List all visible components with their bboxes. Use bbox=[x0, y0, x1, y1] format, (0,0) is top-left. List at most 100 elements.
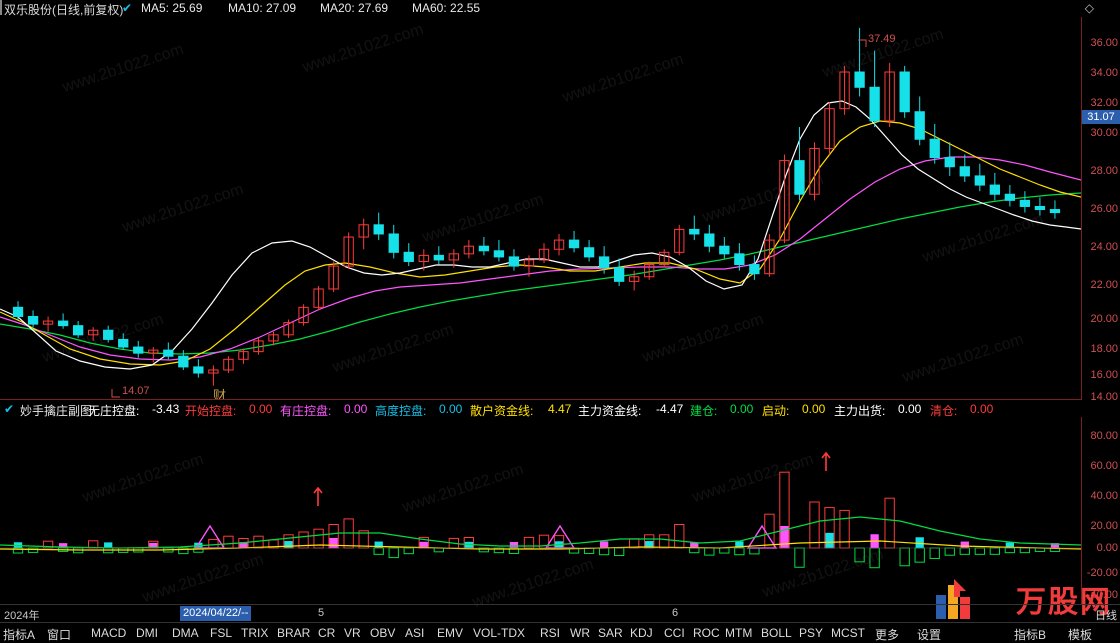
bottom-toolbar[interactable]: 指标A 窗口 MACD DMI DMA FSL TRIX BRAR CR VR … bbox=[0, 622, 1120, 643]
toolbar-item-more[interactable]: 更多 bbox=[875, 628, 900, 642]
logo-arrow-icon bbox=[936, 579, 970, 619]
low-price-annotation: 14.07 bbox=[122, 385, 150, 397]
ma5-value: MA5: 25.69 bbox=[141, 1, 203, 15]
indicator-item-value: 0.00 bbox=[249, 402, 273, 416]
indicator-item-label: 清仓: bbox=[930, 404, 958, 418]
toolbar-item-boll[interactable]: BOLL bbox=[761, 626, 792, 640]
price-tick: 28.00 bbox=[1090, 165, 1118, 177]
toolbar-item-cci[interactable]: CCI bbox=[664, 626, 685, 640]
indicator-item-label: 无庄控盘: bbox=[88, 404, 140, 418]
indicator-item-label: 主力出货: bbox=[834, 404, 886, 418]
ma5-line bbox=[0, 100, 1081, 370]
toolbar-item-template[interactable]: 模板 bbox=[1068, 628, 1093, 642]
toolbar-item-trix[interactable]: TRIX bbox=[241, 626, 269, 640]
toolbar-item-kdj[interactable]: KDJ bbox=[630, 626, 653, 640]
indicator-header-bar: ✔ 妙手擒庄副图 无庄控盘: -3.43 开始控盘: 0.00 有庄控盘: 0.… bbox=[0, 399, 1082, 418]
indicator-item-label: 主力资金线: bbox=[578, 404, 642, 418]
toolbar-item-obv[interactable]: OBV bbox=[370, 626, 396, 640]
month-tick: 5 bbox=[318, 607, 325, 619]
indicator-item-value: -3.43 bbox=[152, 402, 180, 416]
indicator-item-value: 0.00 bbox=[439, 402, 463, 416]
price-chart-pane[interactable]: 37.49 14.07 财 bbox=[0, 17, 1082, 399]
indicator-item-value: -4.47 bbox=[656, 402, 684, 416]
indicator-item-label: 有庄控盘: bbox=[280, 404, 332, 418]
toolbar-item-psy[interactable]: PSY bbox=[799, 626, 824, 640]
indicator-axis: 80.00 60.00 40.00 20.00 0.00 -20.00 -40.… bbox=[1082, 417, 1120, 604]
price-tick: 30.00 bbox=[1090, 127, 1118, 139]
indicator-item-label: 开始控盘: bbox=[185, 404, 237, 418]
indicator-tick: -40.00 bbox=[1086, 589, 1118, 601]
toolbar-item-vol-tdx[interactable]: VOL-TDX bbox=[473, 626, 526, 640]
month-tick: 6 bbox=[672, 607, 679, 619]
diamond-icon[interactable]: ◇ bbox=[1084, 1, 1094, 15]
indicator-item-value: 0.00 bbox=[344, 402, 368, 416]
toolbar-item-brar[interactable]: BRAR bbox=[277, 626, 311, 640]
toolbar-item-rsi[interactable]: RSI bbox=[540, 626, 561, 640]
high-price-annotation: 37.49 bbox=[868, 33, 896, 45]
date-axis-bar: 2024年 2024/04/22/-- 5 6 日线 bbox=[0, 604, 1120, 622]
indicator-chart-pane[interactable] bbox=[0, 417, 1082, 604]
toolbar-item-wr[interactable]: WR bbox=[570, 626, 590, 640]
chart-header-bar: 双乐股份(日线,前复权) ✔ MA5: 25.69 MA10: 27.09 MA… bbox=[0, 0, 1120, 17]
indicator-item-value: 0.00 bbox=[802, 402, 826, 416]
toolbar-item-emv[interactable]: EMV bbox=[437, 626, 464, 640]
indicator-tick: 80.00 bbox=[1090, 430, 1118, 442]
price-tick: 24.00 bbox=[1090, 241, 1118, 253]
toolbar-item-mtm[interactable]: MTM bbox=[725, 626, 753, 640]
ma60-line bbox=[0, 192, 1081, 355]
indicator-item-value: 0.00 bbox=[970, 402, 994, 416]
indicator-tick: 0.00 bbox=[1096, 542, 1118, 554]
price-tick: 20.00 bbox=[1090, 313, 1118, 325]
price-tick: 14.00 bbox=[1090, 391, 1118, 403]
price-tick: 18.00 bbox=[1090, 343, 1118, 355]
current-price-tag: 31.07 bbox=[1082, 110, 1120, 124]
indicator-name: 妙手擒庄副图 bbox=[20, 404, 93, 418]
toolbar-item-fsl[interactable]: FSL bbox=[210, 626, 233, 640]
indicator-chart-svg bbox=[0, 451, 1081, 569]
indicator-green-line bbox=[0, 516, 1081, 549]
indicator-item-label: 散户资金线: bbox=[470, 404, 534, 418]
indicator-item-value: 0.00 bbox=[898, 402, 922, 416]
indicator-bars bbox=[12, 451, 1061, 569]
price-axis: 36.00 34.00 32.00 30.00 28.00 26.00 24.0… bbox=[1082, 17, 1120, 403]
price-tick: 36.00 bbox=[1090, 37, 1118, 49]
price-tick: 26.00 bbox=[1090, 203, 1118, 215]
price-tick: 22.00 bbox=[1090, 279, 1118, 291]
price-tick: 32.00 bbox=[1090, 97, 1118, 109]
toolbar-item-settings[interactable]: 设置 bbox=[917, 628, 942, 642]
price-tick: 16.00 bbox=[1090, 369, 1118, 381]
selected-date-label[interactable]: 2024/04/22/-- bbox=[180, 606, 252, 621]
indicator-tick: 60.00 bbox=[1090, 460, 1118, 472]
cai-mark: 财 bbox=[213, 388, 227, 399]
toolbar-item-cr[interactable]: CR bbox=[318, 626, 336, 640]
indicator-item-label: 启动: bbox=[762, 404, 790, 418]
ma10-value: MA10: 27.09 bbox=[228, 1, 297, 15]
indicator-item-label: 建仓: bbox=[690, 404, 718, 418]
price-tick: 34.00 bbox=[1090, 67, 1118, 79]
indicator-item-value: 0.00 bbox=[730, 402, 754, 416]
check-circle-icon[interactable]: ✔ bbox=[4, 402, 15, 416]
toolbar-item-asi[interactable]: ASI bbox=[405, 626, 425, 640]
toolbar-item-roc[interactable]: ROC bbox=[693, 626, 720, 640]
ma20-value: MA20: 27.69 bbox=[320, 1, 389, 15]
candlesticks bbox=[12, 27, 1061, 386]
toolbar-item-dmi[interactable]: DMI bbox=[136, 626, 158, 640]
kline-period-label: 日线 bbox=[1095, 610, 1117, 622]
toolbar-item-dma[interactable]: DMA bbox=[172, 626, 199, 640]
toolbar-item-indicator-b[interactable]: 指标B bbox=[1014, 628, 1047, 642]
indicator-item-label: 高度控盘: bbox=[375, 404, 427, 418]
toolbar-item-sar[interactable]: SAR bbox=[598, 626, 623, 640]
toolbar-item-window[interactable]: 窗口 bbox=[47, 628, 72, 642]
toolbar-item-indicator-a[interactable]: 指标A bbox=[3, 628, 36, 642]
toolbar-item-macd[interactable]: MACD bbox=[91, 626, 127, 640]
price-chart-svg bbox=[0, 27, 1081, 398]
toolbar-item-mcst[interactable]: MCST bbox=[831, 626, 865, 640]
indicator-item-value: 4.47 bbox=[548, 402, 572, 416]
toolbar-item-vr[interactable]: VR bbox=[344, 626, 361, 640]
indicator-yellow-line bbox=[0, 540, 1081, 551]
check-circle-icon[interactable]: ✔ bbox=[122, 1, 133, 15]
ma10-line bbox=[0, 120, 1081, 366]
window-box-icon[interactable] bbox=[0, 0, 2, 15]
indicator-tick: 40.00 bbox=[1090, 490, 1118, 502]
